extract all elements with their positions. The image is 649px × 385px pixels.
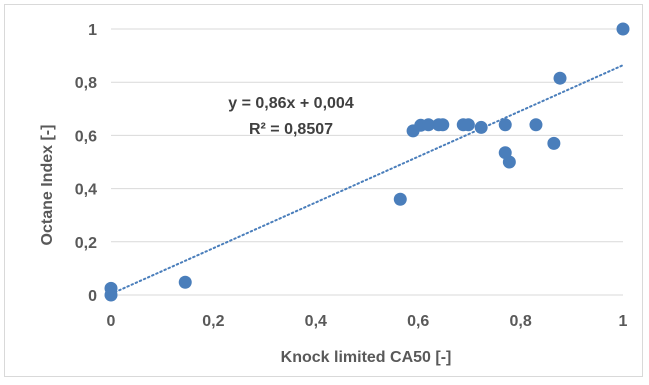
x-tick-label: 1 xyxy=(619,313,628,330)
data-point xyxy=(529,118,543,132)
data-point xyxy=(178,275,192,289)
y-tick-label: 0,6 xyxy=(75,128,97,145)
x-tick-label: 0,6 xyxy=(407,313,429,330)
data-point xyxy=(502,155,516,169)
scatter-chart: 0 0,2 0,4 0,6 0,8 1 0 0,2 0,4 0,6 0,8 1 y = 0,86x … xyxy=(39,22,630,366)
y-tick-label: 0,2 xyxy=(75,235,97,252)
y-tick-label: 0,4 xyxy=(75,182,97,199)
data-point xyxy=(436,118,450,132)
x-tick-label: 0,4 xyxy=(305,313,327,330)
y-tick-label: 1 xyxy=(88,22,97,39)
r-squared-label: R² = 0,8507 xyxy=(249,121,333,138)
y-tick-label: 0 xyxy=(88,288,97,305)
data-point xyxy=(498,118,512,132)
trendline-equation: y = 0,86x + 0,004 xyxy=(228,95,354,112)
x-tick-label: 0 xyxy=(107,313,116,330)
x-tick-label: 0,8 xyxy=(509,313,531,330)
data-point xyxy=(547,136,561,150)
y-axis-title: Octane Index [-] xyxy=(39,125,56,246)
trendline xyxy=(110,64,624,295)
x-tick-label: 0,2 xyxy=(202,313,224,330)
x-axis-title: Knock limited CA50 [-] xyxy=(281,349,452,366)
data-point xyxy=(616,22,630,36)
y-tick-label: 0,8 xyxy=(75,75,97,92)
data-point xyxy=(421,118,435,132)
chart-area: 0 0,2 0,4 0,6 0,8 1 0 0,2 0,4 0,6 0,8 1 y = 0,86x … xyxy=(4,4,643,377)
data-point xyxy=(461,118,475,132)
data-point xyxy=(104,281,118,295)
data-point xyxy=(474,120,488,134)
data-point xyxy=(553,71,567,85)
data-point xyxy=(393,192,407,206)
